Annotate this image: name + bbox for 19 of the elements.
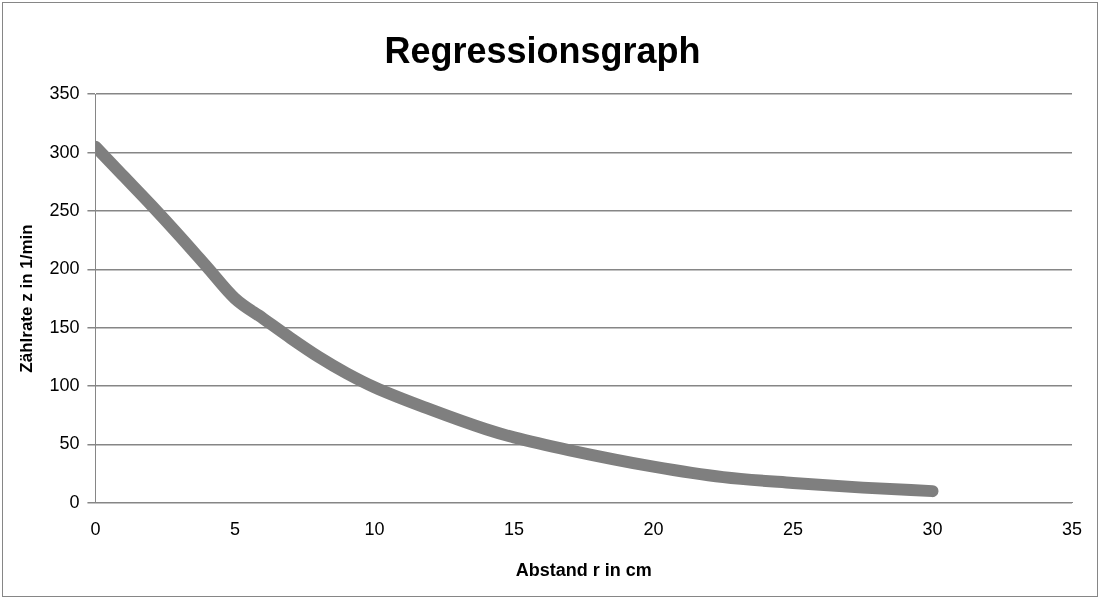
x-tick-label: 0: [90, 518, 101, 539]
x-tick-label: 25: [782, 518, 803, 539]
y-tick-label: 50: [59, 433, 80, 454]
x-tick-label: 20: [643, 518, 664, 539]
y-tick-label: 100: [49, 375, 80, 396]
x-tick-label: 10: [364, 518, 385, 539]
y-tick-label: 200: [49, 258, 80, 279]
y-tick-label: 350: [49, 83, 80, 104]
y-tick-label: 150: [49, 316, 80, 337]
y-axis-title: Zählrate z in 1/min: [16, 224, 36, 373]
y-tick-label: 250: [49, 199, 80, 220]
y-tick-label: 0: [69, 491, 80, 512]
x-tick-label: 15: [503, 518, 524, 539]
x-axis-title: Abstand r in cm: [515, 560, 652, 581]
chart-title: Regressionsgraph: [384, 29, 701, 71]
x-tick-label: 30: [922, 518, 943, 539]
x-tick-label: 35: [1061, 518, 1083, 539]
x-tick-label: 5: [229, 518, 240, 539]
y-tick-label: 300: [49, 141, 80, 162]
